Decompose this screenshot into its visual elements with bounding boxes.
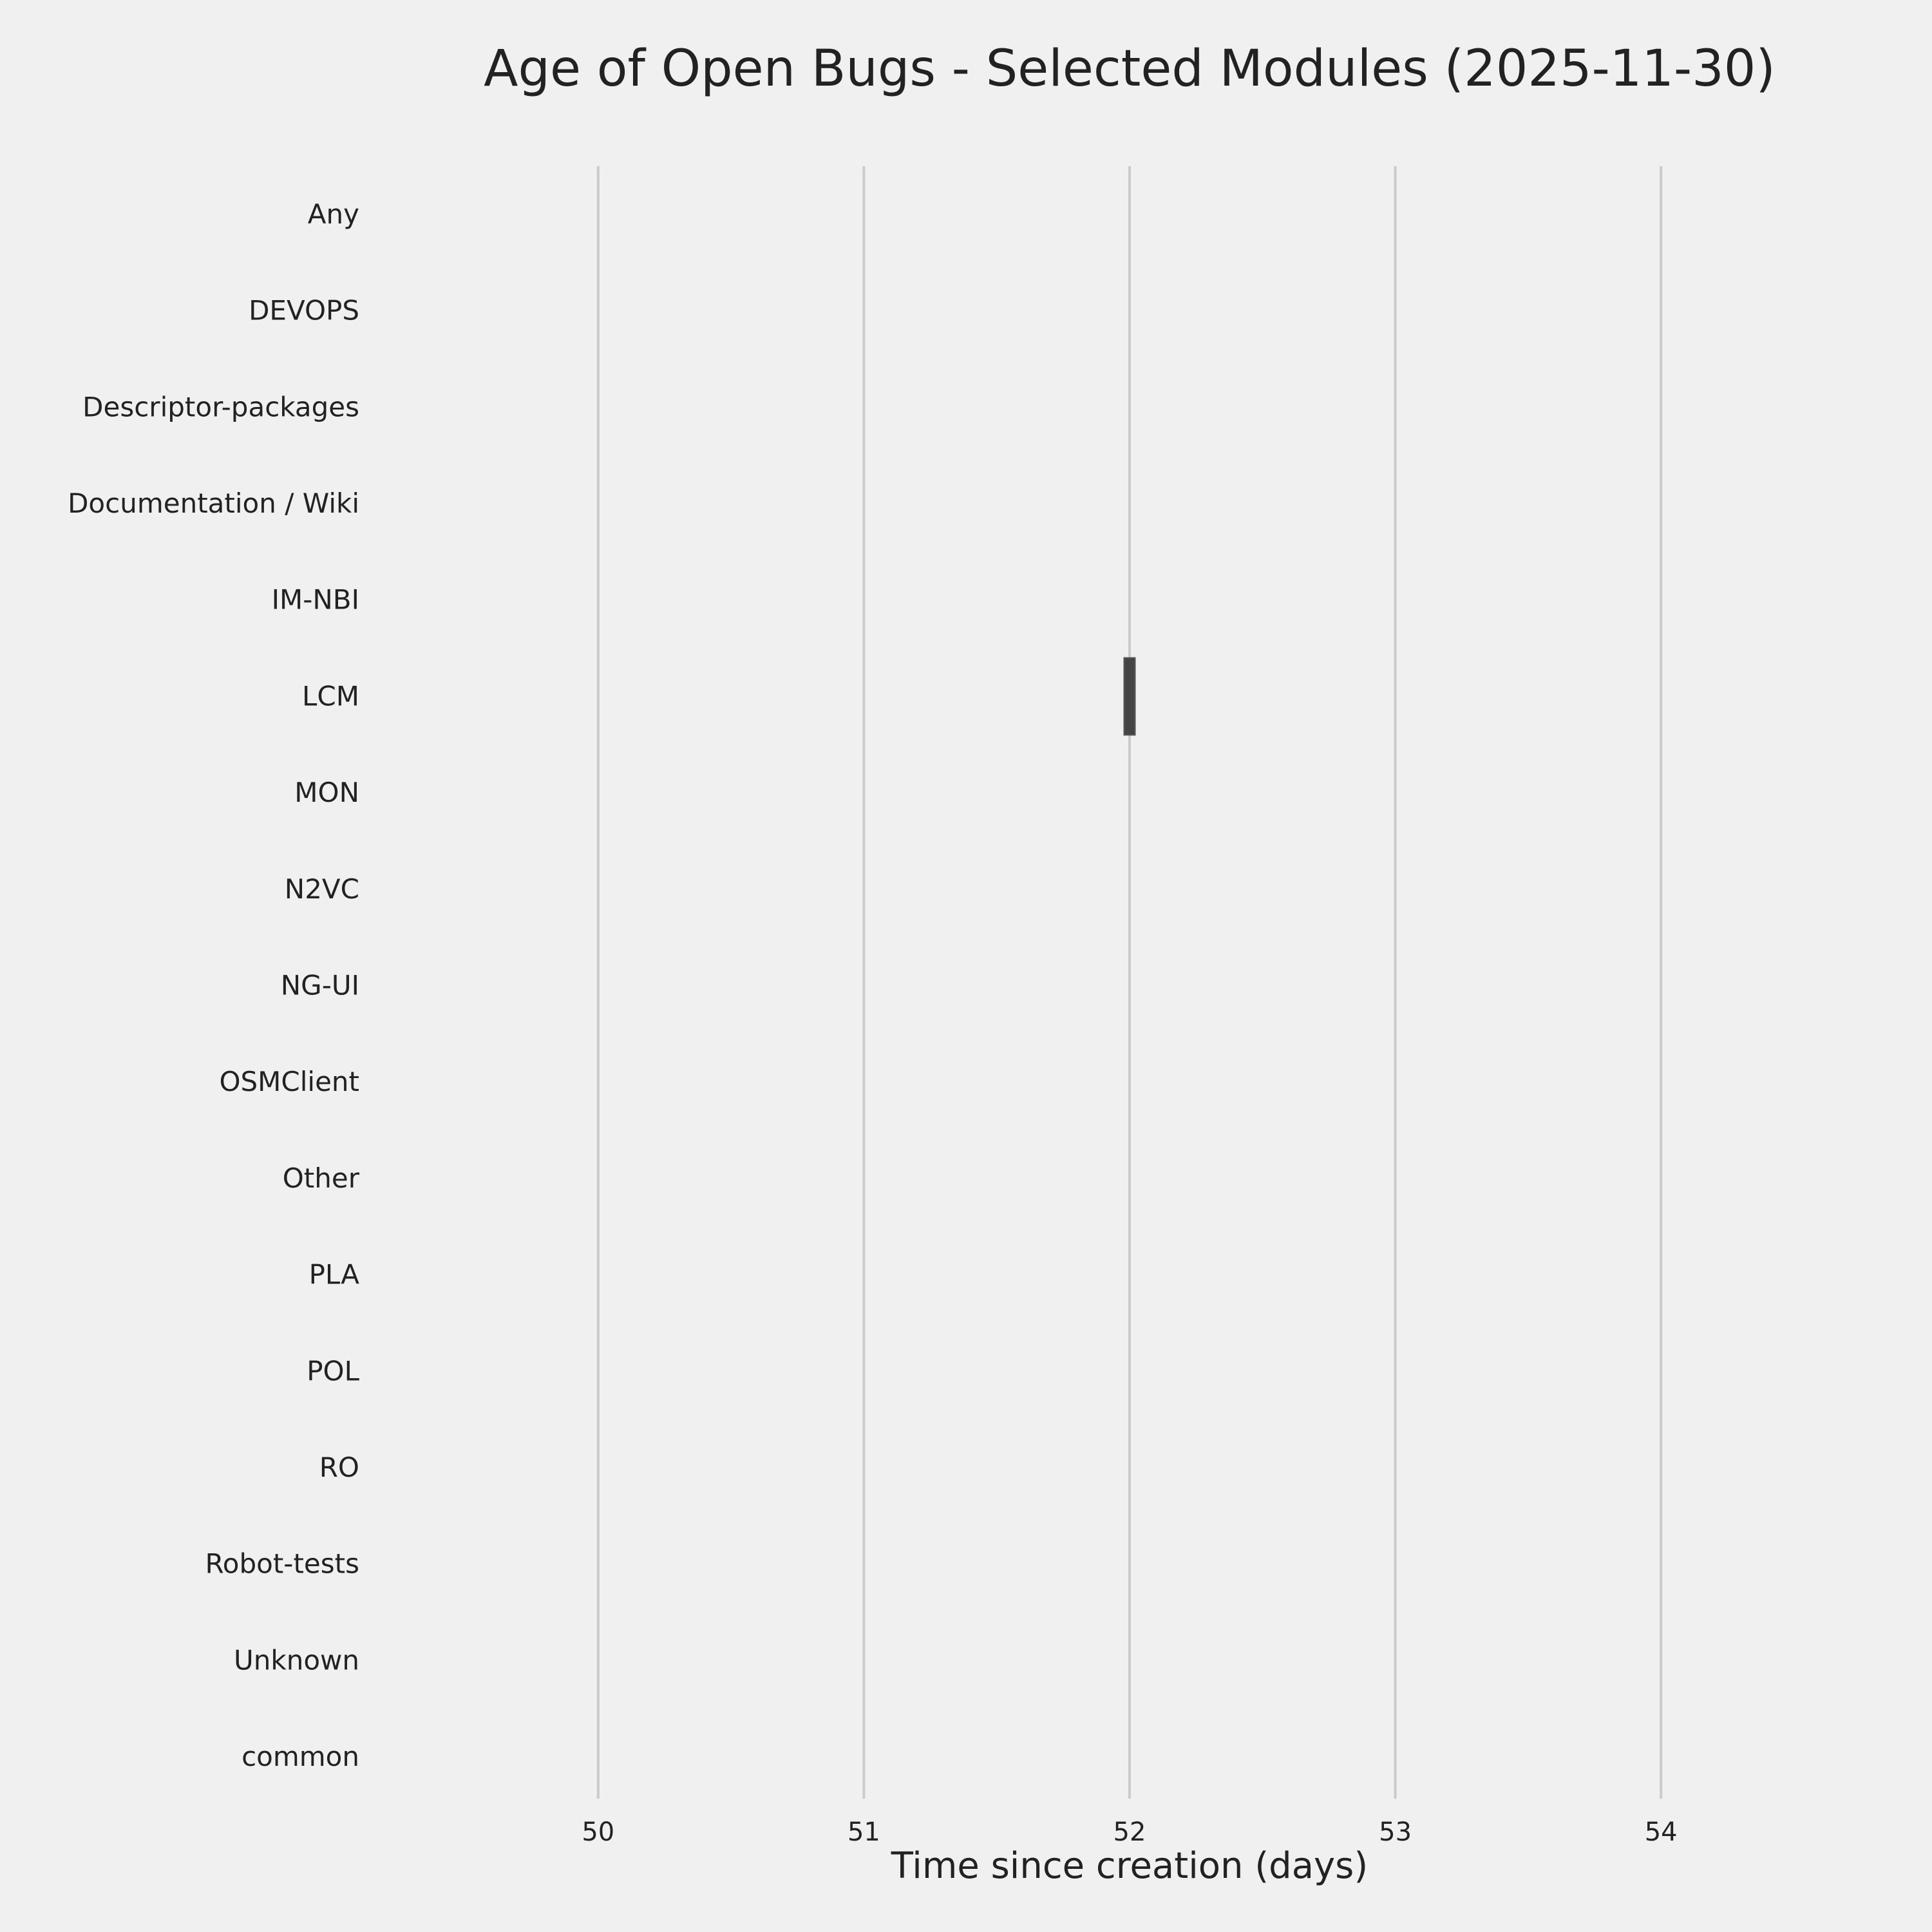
y-tick-label: PLA xyxy=(309,1259,360,1291)
y-tick-label: DEVOPS xyxy=(249,295,359,327)
y-tick-label: LCM xyxy=(302,680,359,712)
x-tick-label: 52 xyxy=(1113,1817,1146,1847)
y-tick-label: Documentation / Wiki xyxy=(68,488,359,519)
y-tick-label: IM-NBI xyxy=(272,584,359,616)
y-tick-label: Descriptor-packages xyxy=(82,391,359,422)
y-tick-label: N2VC xyxy=(285,873,359,905)
x-tick-label: 54 xyxy=(1645,1817,1678,1847)
y-tick-label: POL xyxy=(307,1355,359,1387)
y-tick-label: Unknown xyxy=(234,1644,359,1676)
y-tick-label: Robot-tests xyxy=(205,1548,359,1580)
chart-title: Age of Open Bugs - Selected Modules (202… xyxy=(484,40,1776,98)
y-tick-label: OSMClient xyxy=(219,1066,359,1097)
y-tick-label: RO xyxy=(319,1452,359,1483)
box-lcm xyxy=(1123,657,1136,736)
y-tick-label: NG-UI xyxy=(281,970,359,1001)
x-tick-label: 50 xyxy=(582,1817,614,1847)
y-tick-label: MON xyxy=(294,777,359,808)
y-tick-label: Any xyxy=(308,198,359,230)
x-tick-label: 53 xyxy=(1379,1817,1412,1847)
y-tick-label: Other xyxy=(283,1162,360,1194)
y-tick-label: common xyxy=(242,1741,359,1772)
x-tick-label: 51 xyxy=(848,1817,880,1847)
x-axis-label: Time since creation (days) xyxy=(891,1845,1368,1887)
